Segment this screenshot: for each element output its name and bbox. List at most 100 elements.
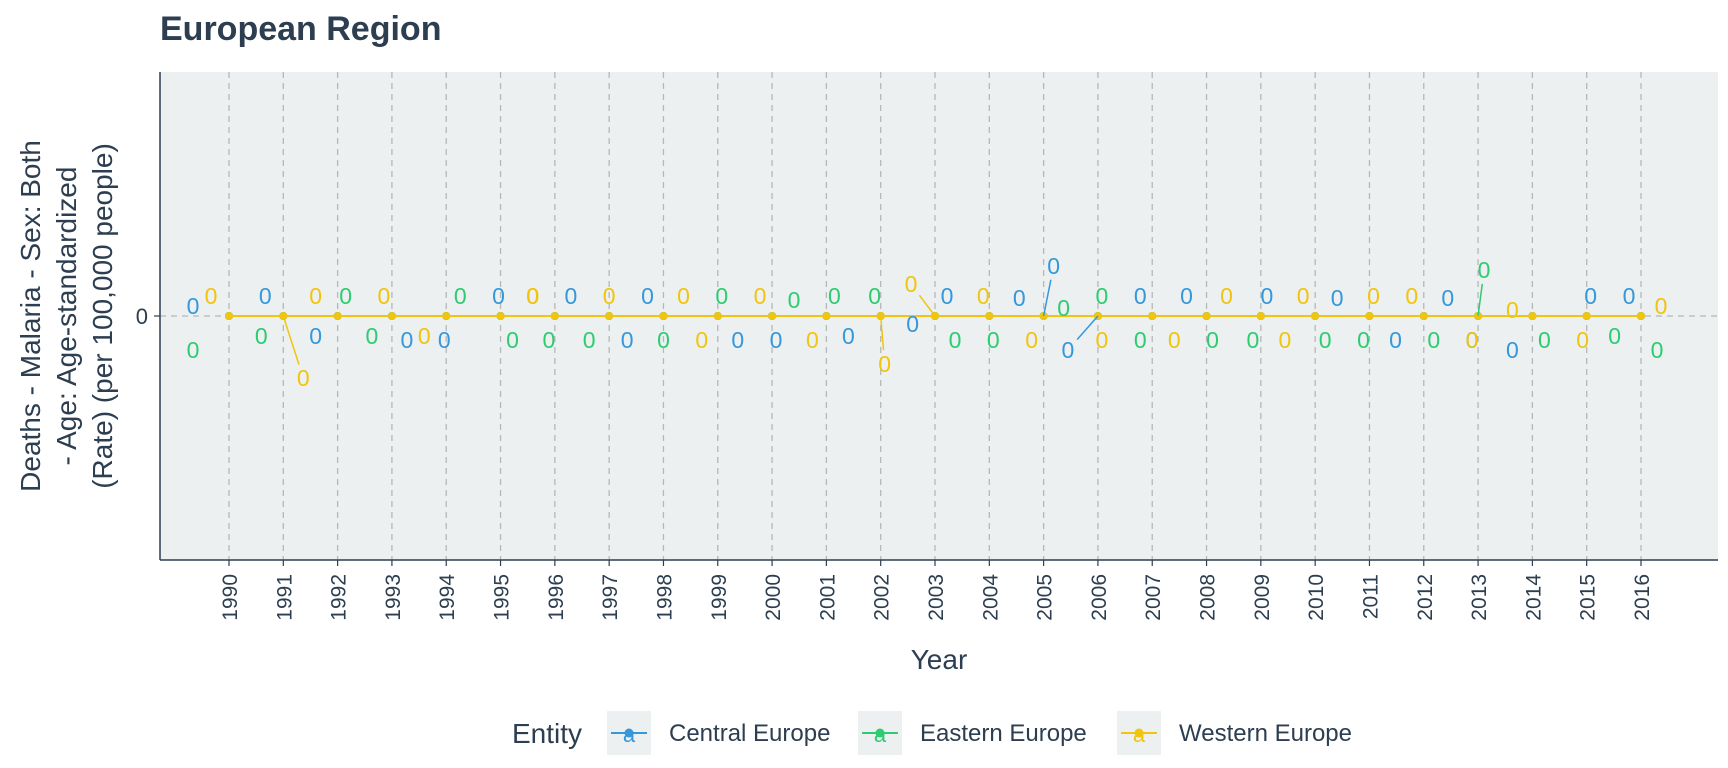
point-value-label: 0 <box>1357 327 1370 353</box>
legend-key-glyph: a <box>1133 722 1146 747</box>
point-value-label: 0 <box>1623 283 1636 309</box>
point-value-label: 0 <box>1246 327 1259 353</box>
chart-title: European Region <box>160 10 442 48</box>
point-value-label: 0 <box>309 323 322 349</box>
data-point <box>1148 312 1157 320</box>
x-tick-label: 2006 <box>1088 574 1111 621</box>
point-value-label: 0 <box>418 323 431 349</box>
x-tick-label: 1990 <box>219 574 242 621</box>
point-value-label: 0 <box>949 327 962 353</box>
point-value-label: 0 <box>1134 327 1147 353</box>
point-value-label: 0 <box>1220 283 1233 309</box>
point-value-label: 0 <box>526 283 539 309</box>
label-leader-line <box>879 315 885 351</box>
x-tick-label: 2003 <box>925 574 948 621</box>
point-value-label: 0 <box>1478 257 1491 283</box>
point-value-label: 0 <box>731 327 744 353</box>
x-tick-label: 2004 <box>979 574 1002 621</box>
point-value-label: 0 <box>526 283 539 309</box>
point-value-label: 0 <box>1331 285 1344 311</box>
legend-label: Western Europe <box>1179 720 1352 747</box>
point-value-label: 0 <box>987 327 1000 353</box>
point-value-label: 0 <box>1096 283 1109 309</box>
point-value-label: 0 <box>255 323 268 349</box>
point-value-label: 0 <box>1168 327 1181 353</box>
x-tick-label: 1991 <box>273 574 296 621</box>
point-value-label: 0 <box>1506 297 1519 323</box>
point-value-label: 0 <box>1538 327 1551 353</box>
point-value-label: 0 <box>754 283 767 309</box>
legend-key-glyph: a <box>623 722 636 747</box>
point-value-label: 0 <box>788 287 801 313</box>
x-tick-label: 2014 <box>1522 574 1545 621</box>
x-tick-label: 1997 <box>599 574 622 621</box>
point-value-label: 0 <box>366 323 379 349</box>
point-value-label: 0 <box>259 283 272 309</box>
point-value-label: 0 <box>1206 327 1219 353</box>
data-point <box>1365 312 1374 320</box>
legend-title: Entity <box>512 718 582 749</box>
x-tick-label: 2002 <box>871 574 894 621</box>
point-value-label: 0 <box>1466 327 1479 353</box>
point-value-label: 0 <box>603 283 616 309</box>
point-value-label: 0 <box>309 283 322 309</box>
y-axis-title-line: - Age: Age-standardized <box>51 167 82 466</box>
data-point <box>1202 312 1211 320</box>
x-tick-label: 2008 <box>1197 574 1220 621</box>
label-leader-line <box>282 315 300 365</box>
data-point <box>713 312 722 320</box>
point-value-label: 0 <box>806 327 819 353</box>
point-value-label: 0 <box>297 365 310 391</box>
point-value-label: 0 <box>205 283 218 309</box>
point-value-label: 0 <box>454 283 467 309</box>
x-tick-label: 2009 <box>1251 574 1274 621</box>
point-value-label: 0 <box>657 327 670 353</box>
data-point <box>659 312 668 320</box>
point-value-label: 0 <box>1057 295 1070 321</box>
point-value-label: 0 <box>542 327 555 353</box>
point-value-label: 0 <box>1405 283 1418 309</box>
point-value-label: 0 <box>564 283 577 309</box>
data-point <box>985 312 994 320</box>
legend-label: Central Europe <box>669 720 830 747</box>
x-tick-label: 1996 <box>545 574 568 621</box>
data-point <box>550 312 559 320</box>
point-value-label: 0 <box>677 283 690 309</box>
point-value-label: 0 <box>1013 285 1026 311</box>
data-point <box>1256 312 1265 320</box>
point-value-label: 0 <box>878 351 891 377</box>
point-value-label: 0 <box>1134 283 1147 309</box>
point-value-label: 0 <box>1062 337 1075 363</box>
point-value-label: 0 <box>1297 283 1310 309</box>
x-tick-label: 1992 <box>328 574 351 621</box>
point-value-label: 0 <box>187 337 200 363</box>
data-point <box>1419 312 1428 320</box>
point-value-label: 0 <box>1096 327 1109 353</box>
point-value-label: 0 <box>1584 283 1597 309</box>
data-point <box>1528 312 1537 320</box>
point-value-label: 0 <box>1047 253 1060 279</box>
point-value-label: 0 <box>506 327 519 353</box>
x-tick-label: 1999 <box>708 574 731 621</box>
legend-key-glyph: a <box>874 722 887 747</box>
point-value-label: 0 <box>828 283 841 309</box>
data-point <box>1582 312 1591 320</box>
data-point <box>605 312 614 320</box>
point-value-label: 0 <box>770 327 783 353</box>
x-tick-label: 2012 <box>1414 574 1437 621</box>
label-leader-line <box>1076 315 1099 340</box>
point-value-label: 0 <box>715 283 728 309</box>
data-point <box>442 312 451 320</box>
point-value-label: 0 <box>1319 327 1332 353</box>
point-value-label: 0 <box>1466 327 1479 353</box>
y-axis-title-line: (Rate) (per 100,000 people) <box>87 143 118 489</box>
point-value-label: 0 <box>1427 327 1440 353</box>
x-tick-label: 2007 <box>1142 574 1165 621</box>
point-value-label: 0 <box>1180 283 1193 309</box>
label-leader-line <box>1042 279 1052 317</box>
point-value-label: 0 <box>695 327 708 353</box>
point-value-label: 0 <box>941 283 954 309</box>
x-tick-label: 2001 <box>816 574 839 621</box>
data-point <box>333 312 342 320</box>
point-value-label: 0 <box>583 327 596 353</box>
